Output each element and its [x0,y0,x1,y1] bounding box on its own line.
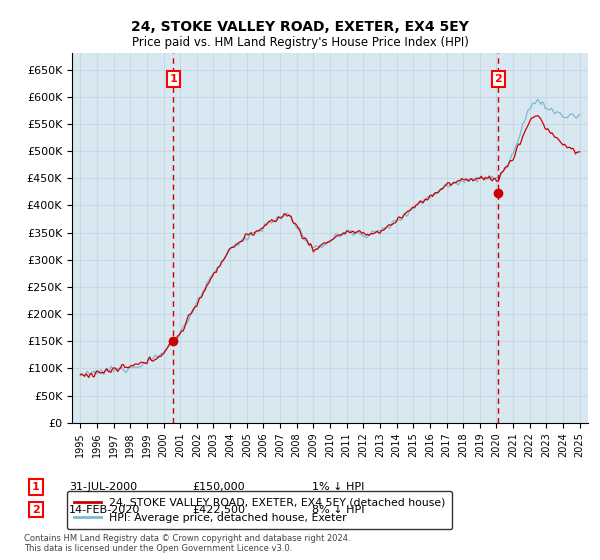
Text: 2: 2 [494,74,502,84]
Text: 31-JUL-2000: 31-JUL-2000 [69,482,137,492]
Text: 1: 1 [169,74,177,84]
Text: 2: 2 [32,505,40,515]
Text: £150,000: £150,000 [192,482,245,492]
Text: Contains HM Land Registry data © Crown copyright and database right 2024.
This d: Contains HM Land Registry data © Crown c… [24,534,350,553]
Legend: 24, STOKE VALLEY ROAD, EXETER, EX4 5EY (detached house), HPI: Average price, det: 24, STOKE VALLEY ROAD, EXETER, EX4 5EY (… [67,491,452,529]
Text: 8% ↓ HPI: 8% ↓ HPI [312,505,365,515]
Text: 14-FEB-2020: 14-FEB-2020 [69,505,140,515]
Text: 24, STOKE VALLEY ROAD, EXETER, EX4 5EY: 24, STOKE VALLEY ROAD, EXETER, EX4 5EY [131,20,469,34]
Text: 1% ↓ HPI: 1% ↓ HPI [312,482,364,492]
Text: 1: 1 [32,482,40,492]
Text: Price paid vs. HM Land Registry's House Price Index (HPI): Price paid vs. HM Land Registry's House … [131,36,469,49]
Text: £422,500: £422,500 [192,505,245,515]
